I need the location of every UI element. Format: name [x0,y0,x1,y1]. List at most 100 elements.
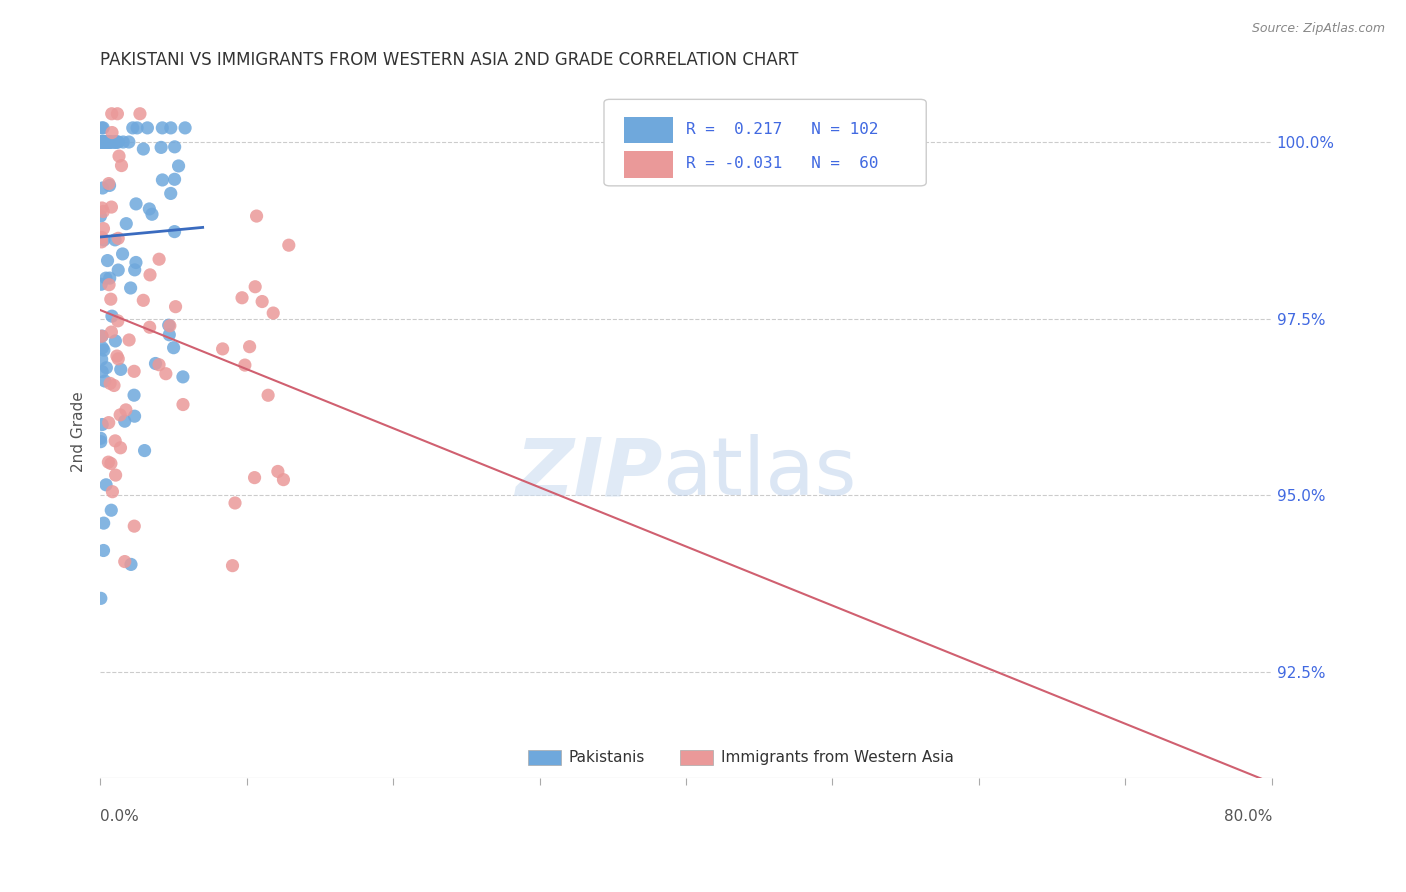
Point [97,177,120,191]
Point [115,403,138,417]
Point [98,135,121,149]
Point [107,314,129,328]
Point [155,367,177,381]
Point [124,263,146,277]
Point [90,591,112,606]
Text: PAKISTANI VS IMMIGRANTS FROM WESTERN ASIA 2ND GRADE CORRELATION CHART: PAKISTANI VS IMMIGRANTS FROM WESTERN ASI… [100,51,799,69]
Point [94,271,117,285]
Point [90,352,112,367]
Point [89,135,111,149]
Point [107,135,129,149]
Point [94,374,117,388]
Point [108,149,131,163]
Point [132,142,155,156]
Point [93,135,115,149]
Text: 80.0%: 80.0% [1223,809,1272,823]
Point [93,543,115,558]
Point [101,135,124,149]
Point [97,416,120,430]
Point [104,434,127,448]
Point [91,120,114,135]
Point [93,135,115,149]
Point [139,268,162,282]
Text: Pakistanis: Pakistanis [569,750,645,765]
Point [111,247,134,261]
Point [94,135,117,149]
Point [90,235,112,249]
Point [97,135,120,149]
Point [138,202,160,216]
Point [98,135,121,149]
Point [90,135,112,149]
Point [90,277,112,292]
Point [98,277,121,292]
Point [273,473,295,487]
Point [122,519,145,533]
Point [157,318,180,333]
Point [129,107,152,121]
Point [94,478,117,492]
Point [110,362,132,376]
Point [107,231,129,245]
Point [100,107,122,121]
Point [148,252,170,267]
Point [108,408,131,422]
Point [167,159,190,173]
Point [91,181,114,195]
Point [103,135,125,149]
Point [90,135,112,149]
FancyBboxPatch shape [605,99,927,186]
Point [100,135,122,149]
Text: R =  0.217   N = 102: R = 0.217 N = 102 [686,121,879,136]
Point [90,230,112,244]
Point [121,120,143,135]
Point [90,434,112,449]
Point [243,279,266,293]
Text: R = -0.031   N =  60: R = -0.031 N = 60 [686,156,879,171]
Point [245,209,267,223]
Point [110,159,132,173]
Point [101,126,124,140]
Point [120,558,142,572]
Bar [527,750,561,765]
Point [138,320,160,334]
Point [224,496,246,510]
Point [172,398,194,412]
Point [100,200,122,214]
Point [91,201,114,215]
Point [100,503,122,517]
Point [141,207,163,221]
Point [94,135,117,149]
Point [112,135,135,149]
Bar [681,750,713,765]
Point [211,342,233,356]
Point [157,327,180,342]
Point [124,409,146,424]
Point [243,470,266,484]
Point [239,340,262,354]
Point [100,292,122,306]
Point [118,333,141,347]
Point [100,457,122,471]
Point [105,349,128,363]
Point [90,120,112,135]
Point [98,376,121,391]
Point [97,135,120,149]
Point [162,341,184,355]
Point [107,351,129,366]
Point [152,173,174,187]
Point [122,388,145,402]
Point [103,135,125,149]
Point [165,300,187,314]
Point [105,135,128,149]
Point [96,135,118,149]
Bar [624,152,673,178]
Point [91,417,114,432]
Point [97,135,120,149]
Text: Source: ZipAtlas.com: Source: ZipAtlas.com [1251,22,1385,36]
Point [107,107,129,121]
Point [172,370,194,384]
Point [104,334,127,348]
Point [90,431,112,445]
Point [91,204,114,219]
